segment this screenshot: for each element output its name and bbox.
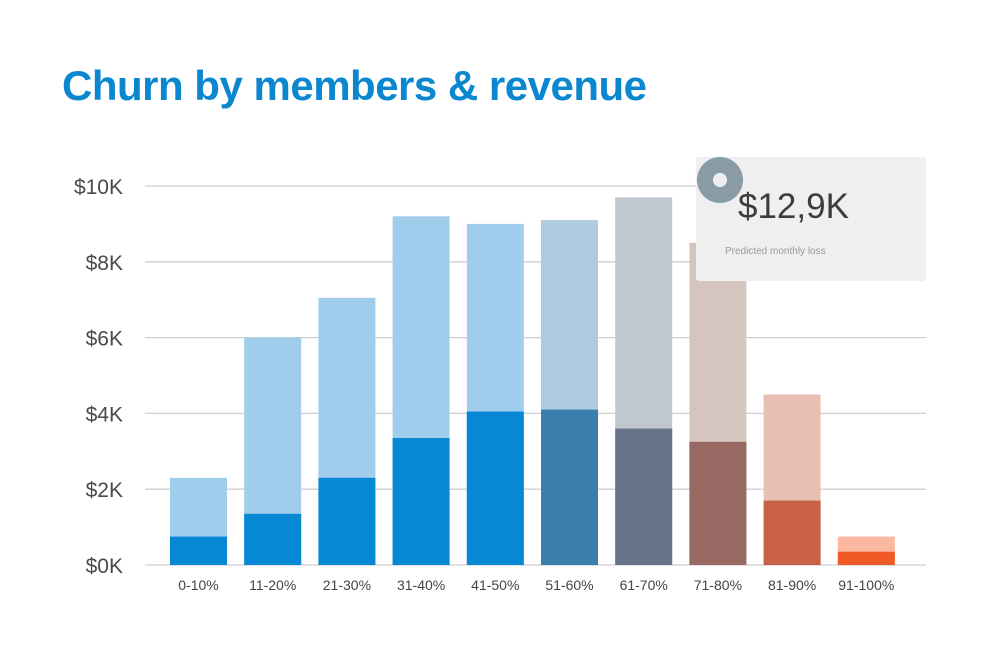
x-tick-label: 11-20% [249,577,296,593]
predicted-loss-callout: $12,9K Predicted monthly loss [696,157,926,281]
bar-base-41-50% [466,411,524,565]
y-tick-label: $8K [86,252,123,275]
bar-base-61-70% [615,428,673,565]
x-tick-label: 0-10% [178,577,218,593]
x-tick-label: 81-90% [768,577,816,593]
y-tick-label: $4K [86,403,123,426]
bar-base-81-90% [763,500,821,565]
bars [170,197,895,566]
x-tick-label: 21-30% [323,577,371,593]
x-tick-label: 51-60% [545,577,593,593]
chart-title: Churn by members & revenue [62,62,647,109]
bar-base-11-20% [244,513,302,565]
bar-base-31-40% [392,438,450,565]
x-tick-label: 91-100% [838,577,894,593]
x-tick-label: 31-40% [397,577,445,593]
y-tick-label: $2K [86,479,123,502]
y-tick-label: $10K [74,176,123,199]
callout-value: $12,9K [738,187,849,226]
x-tick-label: 41-50% [471,577,519,593]
x-axis-ticks: 0-10% 11-20% 21-30% 31-40% 41-50% 51-60% 61-70… [178,577,894,593]
bar-base-0-10% [170,536,227,565]
bar-base-21-30% [318,477,376,565]
bar-base-91-100% [837,551,895,565]
bar-base-51-60% [541,409,598,565]
y-tick-label: $0K [86,555,123,578]
y-axis-ticks: $0K $2K $4K $6K $8K $10K [74,176,123,578]
y-tick-label: $6K [86,328,123,351]
x-tick-label: 71-80% [694,577,742,593]
callout-label: Predicted monthly loss [725,246,826,257]
ring-marker-icon [697,157,743,203]
bar-base-71-80% [689,441,747,565]
x-tick-label: 61-70% [620,577,668,593]
